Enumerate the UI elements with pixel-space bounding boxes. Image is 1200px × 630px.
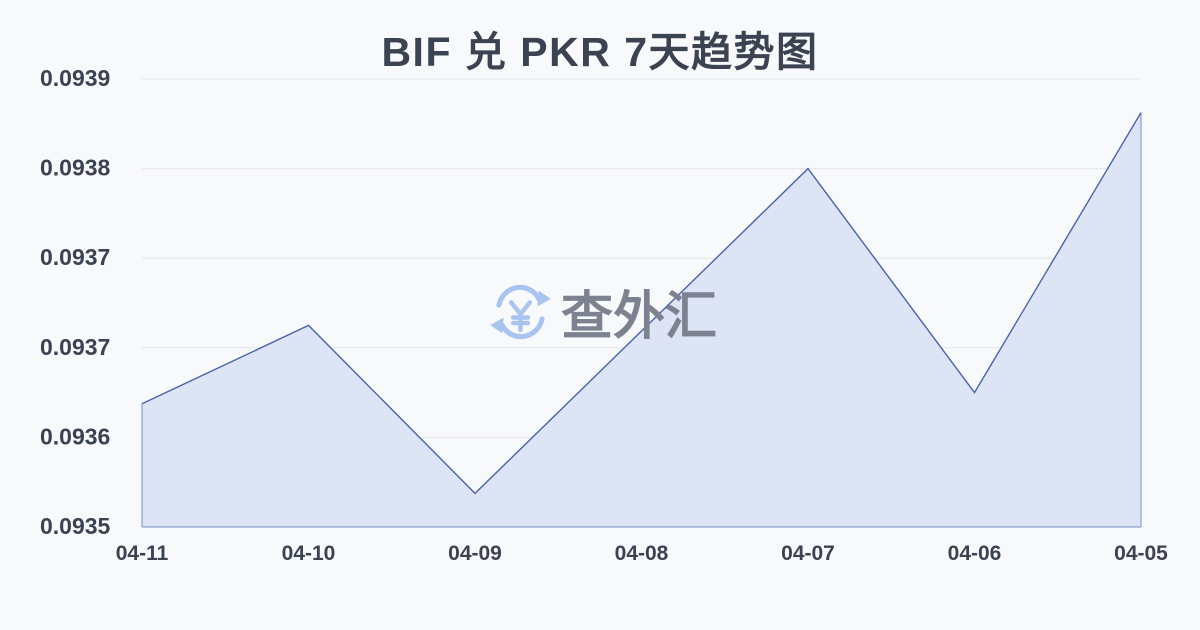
svg-text:查外汇: 查外汇 xyxy=(561,288,717,346)
svg-text:0.0938: 0.0938 xyxy=(40,155,111,181)
svg-text:04-05: 04-05 xyxy=(1114,542,1168,565)
svg-text:04-10: 04-10 xyxy=(282,542,336,565)
svg-text:0.0936: 0.0936 xyxy=(40,423,110,449)
svg-text:04-08: 04-08 xyxy=(615,542,669,565)
svg-text:04-06: 04-06 xyxy=(948,542,1002,565)
svg-text:0.0935: 0.0935 xyxy=(40,513,111,539)
svg-text:0.0937: 0.0937 xyxy=(40,244,110,270)
svg-text:04-07: 04-07 xyxy=(781,542,835,565)
svg-text:04-11: 04-11 xyxy=(116,542,169,565)
svg-text:04-09: 04-09 xyxy=(448,542,502,565)
svg-text:0.0937: 0.0937 xyxy=(40,334,110,360)
